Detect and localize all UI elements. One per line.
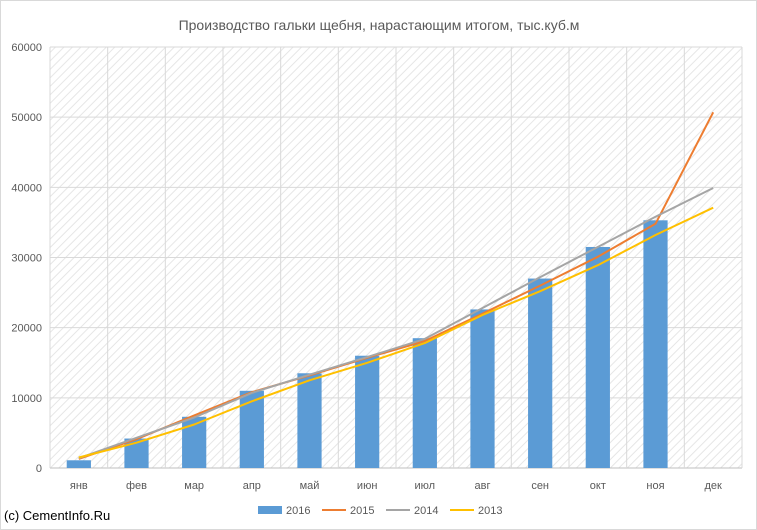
chart-title: Производство гальки щебня, нарастающим и… bbox=[179, 17, 580, 33]
bar bbox=[355, 355, 380, 468]
bar bbox=[528, 278, 553, 468]
series-line bbox=[78, 111, 715, 460]
legend: 2016 2015 2014 2013 bbox=[258, 505, 502, 517]
bar bbox=[585, 246, 610, 468]
legend-label: 2013 bbox=[478, 505, 502, 517]
y-tick-label: 40000 bbox=[11, 182, 42, 194]
bar-series bbox=[66, 220, 668, 468]
x-tick-label: май bbox=[300, 480, 320, 492]
x-tick-label: янв bbox=[70, 480, 88, 492]
x-tick-label: июн bbox=[357, 480, 377, 492]
bar bbox=[239, 390, 264, 468]
y-tick-label: 30000 bbox=[11, 253, 42, 265]
x-tick-label: фев bbox=[126, 480, 147, 492]
x-tick-label: июл bbox=[415, 480, 436, 492]
bar bbox=[643, 220, 668, 468]
legend-label: 2014 bbox=[414, 505, 438, 517]
line-series bbox=[78, 111, 715, 460]
y-axis-tick-labels: 0 10000 20000 30000 40000 50000 60000 bbox=[11, 42, 42, 475]
x-tick-label: мар bbox=[184, 480, 204, 492]
bar bbox=[66, 460, 91, 468]
legend-label: 2015 bbox=[350, 505, 374, 517]
bar bbox=[412, 338, 437, 468]
y-tick-label: 10000 bbox=[11, 393, 42, 405]
y-tick-label: 50000 bbox=[11, 112, 42, 124]
x-tick-label: апр bbox=[243, 480, 261, 492]
copyright-credit: (c) CementInfo.Ru bbox=[4, 508, 111, 523]
y-tick-label: 60000 bbox=[11, 42, 42, 54]
series-line bbox=[78, 187, 714, 460]
x-tick-label: ноя bbox=[646, 480, 664, 492]
series-line bbox=[78, 206, 714, 459]
legend-swatch bbox=[258, 506, 282, 514]
x-tick-label: авг bbox=[475, 480, 491, 492]
y-tick-label: 20000 bbox=[11, 323, 42, 335]
x-tick-label: дек bbox=[704, 480, 722, 492]
x-axis-tick-labels: янв фев мар апр май июн июл авг сен окт ноя дек bbox=[70, 480, 722, 492]
x-tick-label: сен bbox=[531, 480, 549, 492]
grid-lines bbox=[49, 46, 743, 469]
bar bbox=[470, 309, 495, 468]
x-tick-label: окт bbox=[590, 480, 606, 492]
y-tick-label: 0 bbox=[36, 463, 42, 475]
bar bbox=[297, 373, 322, 468]
legend-label: 2016 bbox=[286, 505, 310, 517]
